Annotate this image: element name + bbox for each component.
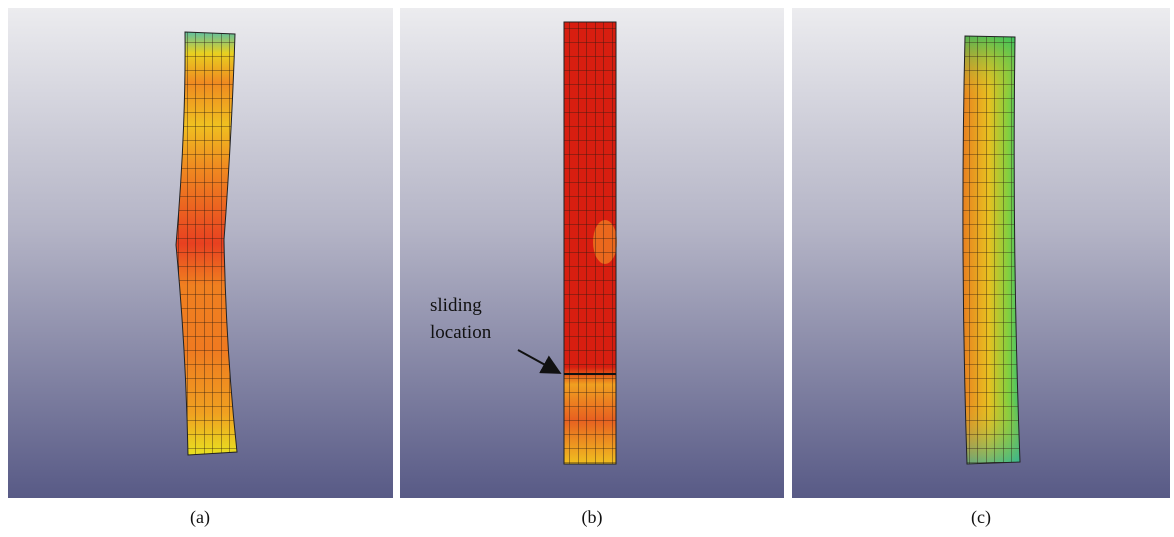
annotation: sliding [430,295,482,316]
panel-label: (a) [190,507,210,528]
panel-label: (c) [971,507,991,528]
column-c [963,36,1020,464]
panel-label: (b) [582,507,603,528]
column-b [564,22,617,464]
page: sliding location (a) (b) (c) (() => { co… [0,0,1174,532]
annotation: location [430,322,492,343]
figure: sliding location (a) (b) (c) [0,0,1174,532]
